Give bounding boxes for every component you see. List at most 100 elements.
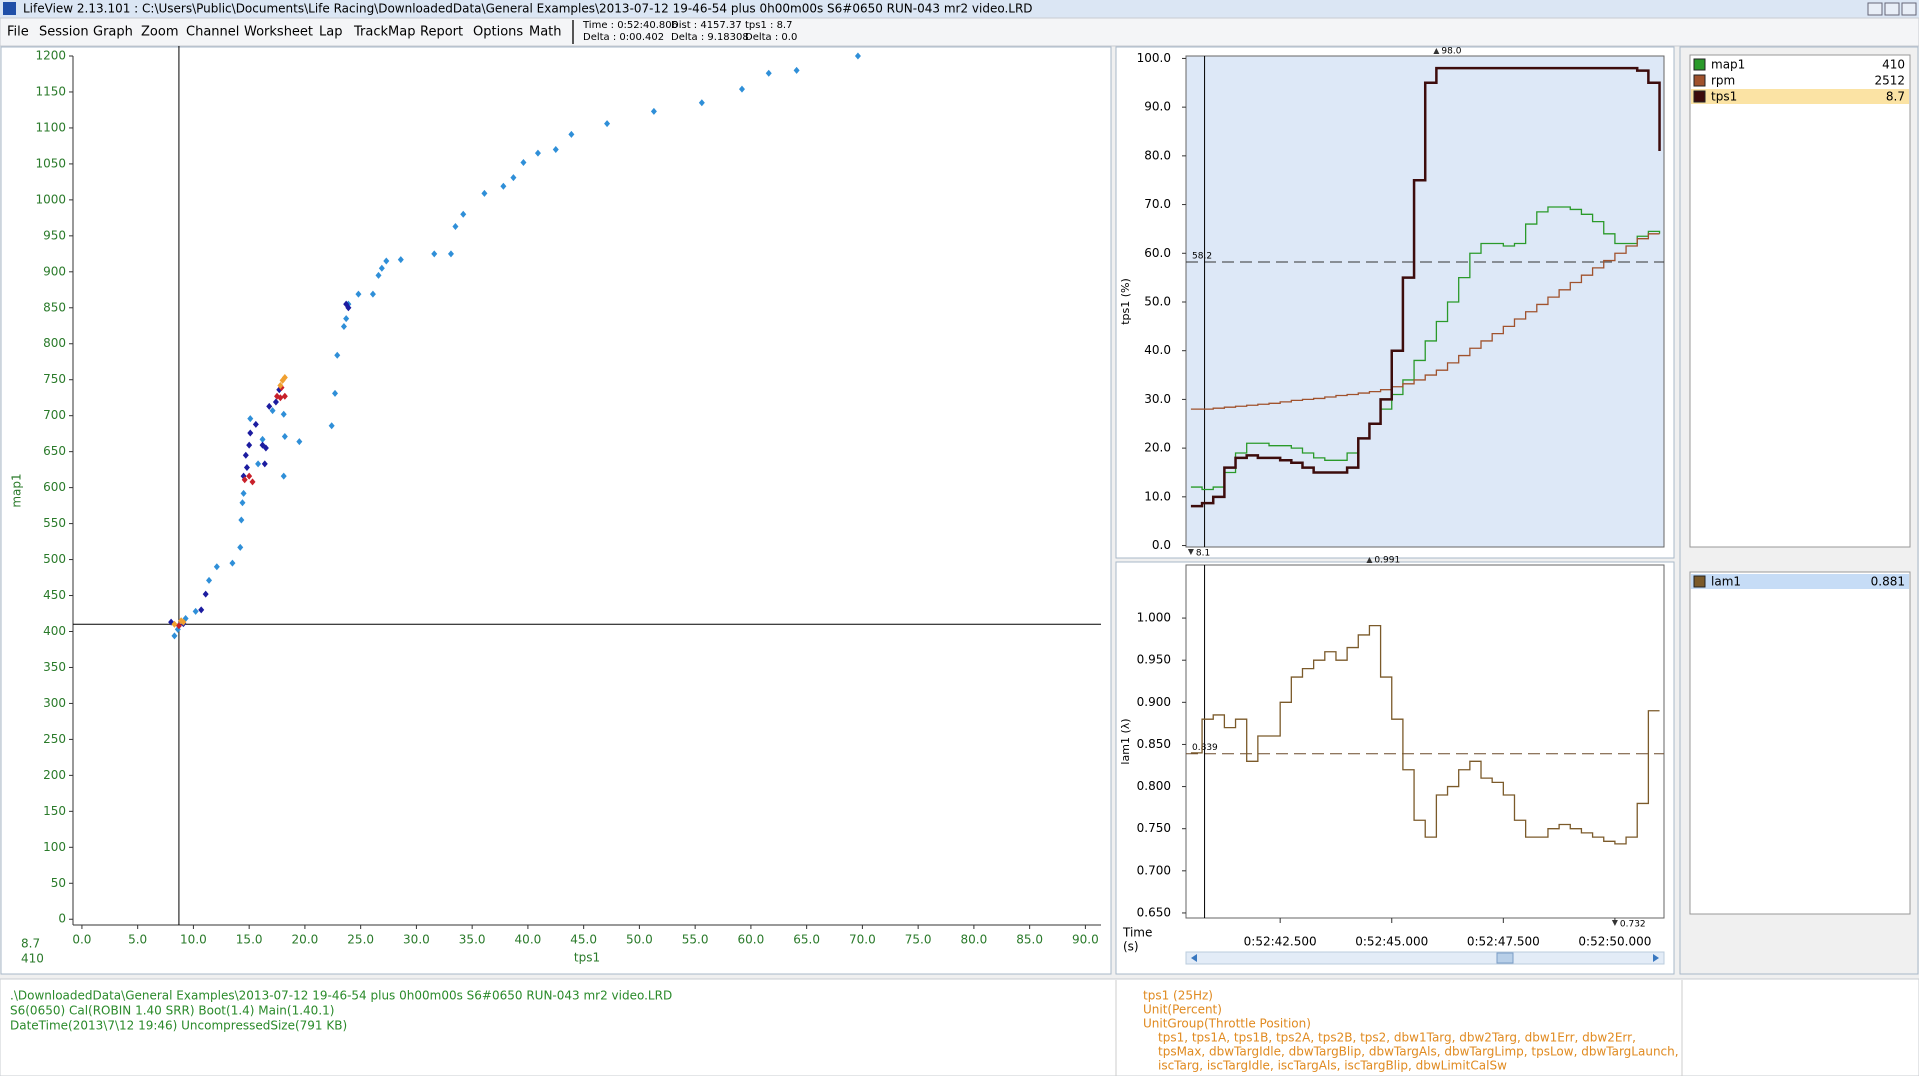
- scatter-point: [460, 210, 467, 218]
- series-line: [1190, 233, 1660, 410]
- scatter-point: [397, 256, 404, 264]
- menu-item[interactable]: TrackMap: [353, 25, 415, 40]
- y-tick-label: 0.750: [1137, 821, 1171, 835]
- menu-item[interactable]: Zoom: [141, 25, 178, 40]
- channel-name[interactable]: map1: [1711, 58, 1745, 72]
- x-tick-label: 45.0: [570, 933, 597, 947]
- status-text: Delta : 0.0: [745, 32, 797, 43]
- scatter-point: [237, 543, 244, 551]
- x-tick-label: 0:52:47.500: [1467, 935, 1540, 949]
- x-tick-label: 40.0: [515, 933, 542, 947]
- channel-highlight[interactable]: [1691, 89, 1909, 104]
- y-tick-label: 700: [43, 408, 66, 422]
- scatter-point: [252, 420, 259, 428]
- min-label: 0.732: [1620, 920, 1646, 930]
- y-tick-label: 1100: [35, 120, 66, 134]
- y-tick-label: 0.950: [1137, 653, 1171, 667]
- menu-item[interactable]: Math: [529, 25, 562, 40]
- info-area: [0, 978, 1919, 1076]
- title-bar: [0, 0, 1919, 18]
- scatter-point: [241, 476, 248, 484]
- channel-name[interactable]: rpm: [1711, 74, 1735, 88]
- scatter-point: [249, 478, 256, 486]
- menu-item[interactable]: Session: [39, 25, 89, 40]
- min-marker: [1187, 549, 1194, 555]
- menu-item[interactable]: Lap: [319, 25, 342, 40]
- x-tick-label: 20.0: [292, 933, 319, 947]
- scatter-point: [296, 438, 303, 446]
- close-button[interactable]: [1901, 2, 1917, 16]
- minimize-button[interactable]: [1867, 2, 1883, 16]
- y-tick-label: 1.000: [1137, 611, 1171, 625]
- scatter-point: [206, 576, 213, 584]
- y-tick-label: 400: [43, 624, 66, 638]
- menu-item[interactable]: Graph: [93, 25, 133, 40]
- status-text: Delta : 9.18308: [671, 32, 749, 43]
- channel-highlight[interactable]: [1691, 574, 1909, 589]
- menu-item[interactable]: Channel: [186, 25, 239, 40]
- channel-name[interactable]: lam1: [1711, 575, 1741, 589]
- series-line: [1190, 625, 1660, 845]
- y-tick-label: 950: [43, 228, 66, 242]
- scatter-point: [431, 250, 438, 258]
- scrollbar[interactable]: [1185, 951, 1665, 965]
- status-text: Time : 0:52:40.806: [582, 20, 678, 31]
- scatter-point: [247, 429, 254, 437]
- x-tick-label: 5.0: [128, 933, 147, 947]
- min-marker: [1611, 920, 1618, 926]
- y-tick-label: 200: [43, 768, 66, 782]
- y-tick-label: 30.0: [1144, 392, 1171, 406]
- x-tick-label: 85.0: [1016, 933, 1043, 947]
- y-tick-label: 1150: [35, 84, 66, 98]
- channel-name[interactable]: tps1: [1711, 90, 1737, 104]
- y-tick-label: 800: [43, 336, 66, 350]
- x-axis-label: Time: [1122, 926, 1152, 940]
- scatter-point: [255, 460, 262, 468]
- y-tick-label: 50: [51, 876, 66, 890]
- scatter-point: [281, 374, 288, 382]
- scatter-point: [481, 189, 488, 197]
- channel-info: tps1, tps1A, tps1B, tps2A, tps2B, tps2, …: [1158, 1031, 1636, 1045]
- x-tick-label: 65.0: [793, 933, 820, 947]
- scatter-point: [202, 590, 209, 598]
- scatter-point: [272, 398, 279, 406]
- scatter-point: [198, 606, 205, 614]
- window-title: LifeView 2.13.101 : C:\Users\Public\Docu…: [23, 2, 1033, 16]
- menu-item[interactable]: Options: [473, 25, 523, 40]
- scatter-point: [240, 489, 247, 497]
- x-axis-label: tps1: [574, 951, 600, 965]
- series-line: [1190, 66, 1661, 508]
- x-tick-label: 30.0: [403, 933, 430, 947]
- scatter-panel: [0, 46, 1112, 975]
- x-tick-label: 25.0: [347, 933, 374, 947]
- scrollbar-thumb[interactable]: [1496, 952, 1514, 964]
- scatter-point: [520, 158, 527, 166]
- scatter-point: [500, 182, 507, 190]
- y-tick-label: 500: [43, 552, 66, 566]
- y-tick-label: 0.700: [1137, 863, 1171, 877]
- legend-swatch: [1693, 90, 1706, 103]
- status-text: tps1 : 8.7: [745, 20, 792, 31]
- status-text: Delta : 0:00.402: [583, 32, 664, 43]
- max-label: 98.0: [1441, 47, 1461, 57]
- y-tick-label: 0.650: [1137, 905, 1171, 919]
- scatter-point: [280, 472, 287, 480]
- x-tick-label: 50.0: [626, 933, 653, 947]
- scatter-point: [246, 441, 253, 449]
- menu-item[interactable]: Report: [420, 25, 463, 40]
- maximize-button[interactable]: [1884, 2, 1900, 16]
- scatter-point: [765, 69, 772, 77]
- scatter-point: [552, 146, 559, 154]
- y-tick-label: 600: [43, 480, 66, 494]
- cursor-x-value: 8.7: [21, 937, 40, 951]
- menu-item[interactable]: File: [7, 25, 29, 40]
- scatter-point: [171, 620, 178, 628]
- app-icon: [3, 2, 16, 15]
- scatter-point: [277, 394, 284, 402]
- scatter-point: [243, 463, 250, 471]
- scatter-point: [269, 407, 276, 415]
- scatter-point: [261, 460, 268, 468]
- menu-item[interactable]: Worksheet: [244, 25, 313, 40]
- x-tick-label: 10.0: [180, 933, 207, 947]
